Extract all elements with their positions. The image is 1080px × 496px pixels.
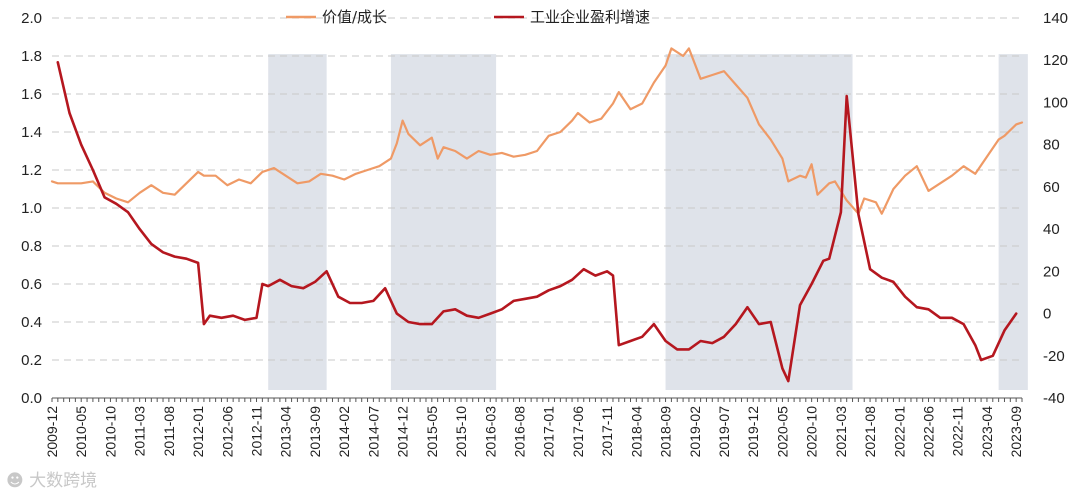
watermark: ☻ 大数跨境 <box>6 471 97 491</box>
x-tick-label: 2014-12 <box>395 406 411 458</box>
legend: 价值/成长 工业企业盈利增速 <box>286 8 650 26</box>
left-y-axis: 0.0 0.2 0.4 0.6 0.8 1.0 1.2 1.4 1.6 1.8 2.0 <box>21 10 42 407</box>
x-tick-label: 2021-03 <box>833 406 849 458</box>
x-tick-label: 2013-09 <box>307 406 323 458</box>
left-y-tick-label: 0.2 <box>21 352 42 369</box>
x-tick-label: 2019-07 <box>716 406 732 458</box>
x-tick-label: 2015-10 <box>453 406 469 458</box>
left-y-tick-label: 1.0 <box>21 200 42 217</box>
left-y-tick-label: 0.6 <box>21 276 42 293</box>
series-lines <box>50 47 1024 383</box>
x-tick-label: 2012-01 <box>190 406 206 458</box>
x-tick-label: 2017-01 <box>541 406 557 458</box>
x-tick-label: 2021-08 <box>862 406 878 458</box>
right-y-tick-label: 40 <box>1043 221 1060 238</box>
x-tick-label: 2017-06 <box>570 406 586 458</box>
x-tick-label: 2014-07 <box>365 406 381 458</box>
x-tick-label: 2010-10 <box>102 406 118 458</box>
right-y-tick-label: 80 <box>1043 137 1060 154</box>
shaded-period-3 <box>998 54 1028 390</box>
x-tick-label: 2016-08 <box>511 406 527 458</box>
left-y-tick-label: 0.0 <box>21 390 42 407</box>
x-tick-label: 2010-05 <box>73 406 89 458</box>
x-tick-label: 2020-10 <box>804 406 820 458</box>
x-tick-label: 2011-08 <box>161 406 177 457</box>
x-tick-label: 2018-04 <box>628 406 644 458</box>
right-y-tick-label: 20 <box>1043 263 1060 280</box>
x-tick-label: 2023-09 <box>1008 406 1024 458</box>
right-y-tick-label: 120 <box>1043 52 1068 69</box>
x-tick-label: 2016-03 <box>482 406 498 458</box>
left-y-tick-label: 0.8 <box>21 238 42 255</box>
x-tick-label: 2012-11 <box>249 406 265 457</box>
x-tick-label: 2022-06 <box>921 406 937 458</box>
right-y-tick-label: -20 <box>1043 348 1065 365</box>
x-tick-label: 2017-11 <box>599 406 615 457</box>
x-tick-label: 2019-12 <box>745 406 761 458</box>
x-tick-label: 2022-01 <box>891 406 907 458</box>
x-tick-label: 2020-05 <box>774 406 790 458</box>
right-y-tick-label: 100 <box>1043 94 1068 111</box>
left-y-tick-label: 1.2 <box>21 162 42 179</box>
left-y-tick-label: 1.8 <box>21 48 42 65</box>
x-tick-label: 2022-11 <box>950 406 966 457</box>
shaded-period-1 <box>390 54 497 390</box>
x-tick-label: 2012-06 <box>219 406 235 458</box>
right-y-tick-label: -40 <box>1043 390 1065 407</box>
x-tick-label: 2013-04 <box>278 406 294 458</box>
left-y-tick-label: 0.4 <box>21 314 42 331</box>
x-tick-label: 2015-05 <box>424 406 440 458</box>
shaded-period-0 <box>268 54 327 390</box>
left-y-tick-label: 1.6 <box>21 86 42 103</box>
shaded-period-2 <box>665 54 853 390</box>
legend-label-0: 价值/成长 <box>322 8 387 26</box>
right-y-tick-label: 140 <box>1043 10 1068 27</box>
x-tick-label: 2009-12 <box>44 406 60 458</box>
shaded-periods <box>268 54 1028 390</box>
left-y-tick-label: 2.0 <box>21 10 42 27</box>
right-y-axis: -40 -20 0 20 40 60 80 100 120 140 <box>1043 10 1068 407</box>
x-tick-label: 2019-02 <box>687 406 703 458</box>
x-tick-label: 2014-02 <box>336 406 352 458</box>
x-tick-label: 2018-09 <box>658 406 674 458</box>
grid-lines <box>52 17 1022 361</box>
left-y-tick-label: 1.4 <box>21 124 42 141</box>
x-axis: 2009-12 2010-05 2010-10 2011-03 2011-08 2012-… <box>44 397 1024 458</box>
x-tick-label: 2023-04 <box>979 406 995 458</box>
x-tick-label: 2011-03 <box>132 406 148 457</box>
right-y-tick-label: 0 <box>1043 306 1051 323</box>
legend-label-1: 工业企业盈利增速 <box>530 8 650 26</box>
right-y-tick-label: 60 <box>1043 179 1060 196</box>
series-line-0 <box>50 47 1024 215</box>
series-line-1 <box>56 61 1018 383</box>
